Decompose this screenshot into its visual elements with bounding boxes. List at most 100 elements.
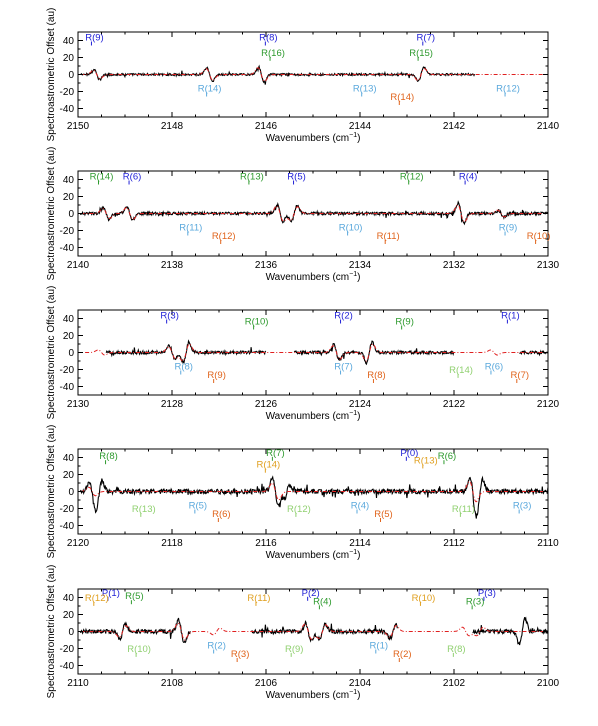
x-tick-label: 2130 (67, 399, 90, 410)
y-tick-label: -40 (60, 243, 75, 254)
line-label: R(12) (287, 504, 311, 515)
model-line-panel-3-seg-1 (85, 343, 548, 362)
y-tick-label: 0 (68, 348, 74, 359)
line-label: R(14) (198, 84, 222, 95)
line-label: R(4) (313, 596, 331, 607)
line-label: R(11) (179, 223, 202, 234)
line-label: R(7) (417, 33, 435, 44)
spectrum-panel-1: 2150 2148 2146 2144 2142 2140 40 20 0 -20 -40 Waven… (46, 8, 560, 144)
line-label: R(6) (123, 172, 141, 183)
x-tick-label: 2134 (349, 260, 372, 271)
x-tick-label: 2132 (443, 260, 466, 271)
y-axis-label: Spectroastrometric Offset (au) (46, 147, 57, 281)
x-tick-label: 2138 (161, 260, 184, 271)
x-axis-label: Wavenumbers (cm−1) (266, 689, 361, 701)
line-label: R(3) (160, 311, 178, 322)
line-label: R(14) (90, 172, 114, 183)
line-label: R(3) (513, 501, 531, 512)
x-tick-label: 2118 (161, 538, 183, 549)
line-label: R(4) (459, 172, 477, 183)
line-label: R(13) (414, 455, 438, 466)
line-label: R(2) (393, 649, 411, 660)
line-label: R(14) (449, 365, 473, 376)
line-label: R(14) (390, 92, 414, 103)
x-tick-label: 2104 (349, 678, 372, 689)
model-line-panel-5-seg-1 (80, 622, 548, 641)
y-tick-label: -20 (60, 504, 75, 515)
line-label: R(13) (132, 504, 156, 515)
line-label: R(7) (511, 370, 529, 381)
y-tick-label: 20 (63, 470, 75, 481)
x-tick-label: 2140 (67, 260, 90, 271)
x-tick-label: 2108 (161, 678, 184, 689)
line-label: R(12) (212, 231, 236, 242)
line-label: R(8) (367, 370, 385, 381)
line-label: R(11) (247, 593, 270, 604)
y-tick-label: -20 (60, 226, 75, 237)
x-axis-label: Wavenumbers (cm−1) (266, 271, 361, 283)
line-label: R(13) (240, 172, 264, 183)
data-line-panel-5-seg-2 (251, 619, 398, 643)
line-label: R(14) (256, 460, 280, 471)
line-label: R(2) (334, 311, 352, 322)
line-label: R(7) (266, 448, 284, 459)
y-axis-label: Spectroastrometric Offset (au) (46, 425, 57, 559)
y-tick-label: -40 (60, 521, 75, 532)
x-tick-label: 2130 (537, 260, 560, 271)
data-line-panel-3-seg-1 (105, 339, 267, 365)
y-tick-label: 20 (63, 610, 75, 621)
line-label: R(5) (189, 501, 207, 512)
line-label: R(8) (259, 33, 277, 44)
x-axis-label: Wavenumbers (cm−1) (266, 549, 361, 561)
line-label: R(2) (207, 641, 225, 652)
data-line-panel-2-seg-1 (79, 200, 548, 226)
x-tick-label: 2136 (255, 260, 278, 271)
line-label: R(6) (212, 509, 230, 520)
y-axis-label: Spectroastrometric Offset (au) (46, 286, 57, 420)
x-tick-label: 2110 (537, 538, 559, 549)
line-label: R(7) (334, 362, 352, 373)
y-tick-label: 0 (68, 487, 74, 498)
y-tick-label: -40 (60, 104, 75, 115)
line-label: P(3) (478, 588, 496, 599)
line-label: R(1) (370, 641, 388, 652)
x-tick-label: 2128 (161, 399, 184, 410)
x-tick-label: 2146 (255, 121, 278, 132)
x-tick-label: 2124 (349, 399, 372, 410)
x-axis-label: Wavenumbers (cm−1) (266, 410, 361, 422)
y-tick-label: 20 (63, 331, 75, 342)
y-tick-label: 0 (68, 209, 74, 220)
line-label: R(3) (466, 596, 484, 607)
spectrum-panel-5: 2110 2108 2106 2104 2102 2100 40 20 0 -20 -40 Waven… (46, 565, 560, 701)
line-label: R(3) (231, 649, 249, 660)
line-label: R(15) (409, 48, 433, 59)
x-tick-label: 2114 (349, 538, 371, 549)
y-tick-label: 40 (63, 593, 75, 604)
spectrum-panel-4: 2120 2118 2116 2114 2112 2110 40 20 0 -20 -40 Waven… (46, 425, 559, 561)
line-label: R(9) (85, 33, 103, 44)
y-tick-label: 40 (63, 36, 75, 47)
y-tick-label: -20 (60, 87, 75, 98)
line-label: R(13) (353, 84, 377, 95)
line-label: P(2) (302, 588, 320, 599)
x-tick-label: 2110 (67, 678, 89, 689)
line-label: R(10) (245, 316, 269, 327)
y-tick-label: -20 (60, 644, 75, 655)
x-tick-label: 2120 (67, 538, 90, 549)
line-label: R(5) (374, 509, 392, 520)
line-label: R(8) (175, 362, 193, 373)
y-axis-label: Spectroastrometric Offset (au) (46, 8, 57, 142)
line-label: R(10) (339, 223, 363, 234)
x-tick-label: 2148 (161, 121, 184, 132)
line-label: R(8) (99, 451, 117, 462)
y-tick-label: 20 (63, 53, 75, 64)
data-line-panel-4-seg-1 (79, 475, 549, 519)
line-label: R(12) (400, 172, 424, 183)
y-tick-label: 0 (68, 627, 74, 638)
spectrum-panel-3: 2130 2128 2126 2124 2122 2120 40 20 0 -20 -40 Waven… (46, 286, 560, 422)
line-label: R(8) (447, 644, 465, 655)
line-label: R(9) (285, 644, 303, 655)
data-line-panel-5-seg-3 (472, 616, 549, 646)
x-tick-label: 2126 (255, 399, 278, 410)
